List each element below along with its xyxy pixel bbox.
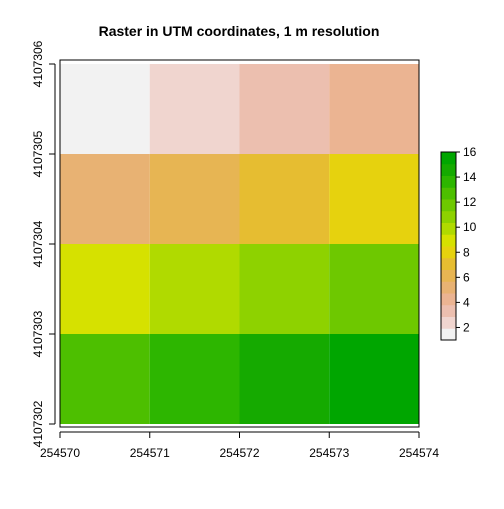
- legend-tick-label: 16: [463, 145, 477, 159]
- x-axis: 254570 254571 254572 254573 254574: [40, 431, 439, 460]
- raster-cell: [329, 334, 419, 424]
- x-tick-label: 254570: [40, 446, 80, 460]
- raster-cell: [149, 64, 240, 154]
- legend-color-segment: [441, 163, 456, 176]
- raster-cell: [329, 64, 419, 154]
- raster-cell: [60, 244, 150, 334]
- plot-frame: [59, 59, 420, 428]
- y-tick-label: 4107303: [31, 310, 45, 357]
- legend-color-segment: [441, 257, 456, 270]
- legend-tick-label: 12: [463, 195, 477, 209]
- y-axis: 4107302 4107303 4107304 4107305 4107306: [31, 40, 56, 447]
- legend-frame: [440, 151, 457, 341]
- raster-cell: [239, 244, 330, 334]
- legend-color-segment: [441, 293, 456, 306]
- legend-color-segment: [441, 281, 456, 294]
- raster-cell: [149, 334, 240, 424]
- raster-cell: [149, 154, 240, 244]
- y-tick-label: 4107304: [31, 220, 45, 267]
- legend-color-segment: [441, 246, 456, 259]
- legend-color-segment: [441, 222, 456, 235]
- legend-color-segment: [441, 187, 456, 200]
- legend-tick-label: 6: [463, 270, 470, 284]
- legend-tick-label: 14: [463, 170, 477, 184]
- chart-title: Raster in UTM coordinates, 1 m resolutio…: [99, 23, 380, 39]
- raster-cell: [329, 244, 419, 334]
- y-tick-label: 4107302: [31, 400, 45, 447]
- legend-tick-label: 8: [463, 245, 470, 259]
- raster-cell: [60, 154, 150, 244]
- raster-cells: [60, 64, 419, 424]
- x-tick-label: 254572: [219, 446, 259, 460]
- raster-cell: [239, 334, 330, 424]
- legend-color-segment: [441, 234, 456, 247]
- raster-cell: [60, 334, 150, 424]
- raster-cell: [60, 64, 150, 154]
- y-tick-label: 4107305: [31, 130, 45, 177]
- x-tick-label: 254571: [130, 446, 170, 460]
- raster-cell: [239, 154, 330, 244]
- legend-tick-label: 2: [463, 320, 470, 334]
- raster-cell: [149, 244, 240, 334]
- legend-tick-label: 10: [463, 220, 477, 234]
- raster-cell: [239, 64, 330, 154]
- legend-color-segment: [441, 210, 456, 223]
- legend-color-segment: [441, 199, 456, 212]
- legend-color-segment: [441, 304, 456, 317]
- legend-color-segment: [441, 316, 456, 329]
- color-legend: 2 4 6 8 10 12 14 16: [440, 145, 477, 341]
- legend-tick-label: 4: [463, 295, 470, 309]
- legend-color-segment: [441, 328, 456, 341]
- legend-color-segment: [441, 269, 456, 282]
- raster-cell: [329, 154, 419, 244]
- legend-color-segment: [441, 152, 456, 165]
- x-tick-label: 254574: [399, 446, 439, 460]
- x-tick-label: 254573: [309, 446, 349, 460]
- legend-color-segment: [441, 175, 456, 188]
- y-tick-label: 4107306: [31, 40, 45, 87]
